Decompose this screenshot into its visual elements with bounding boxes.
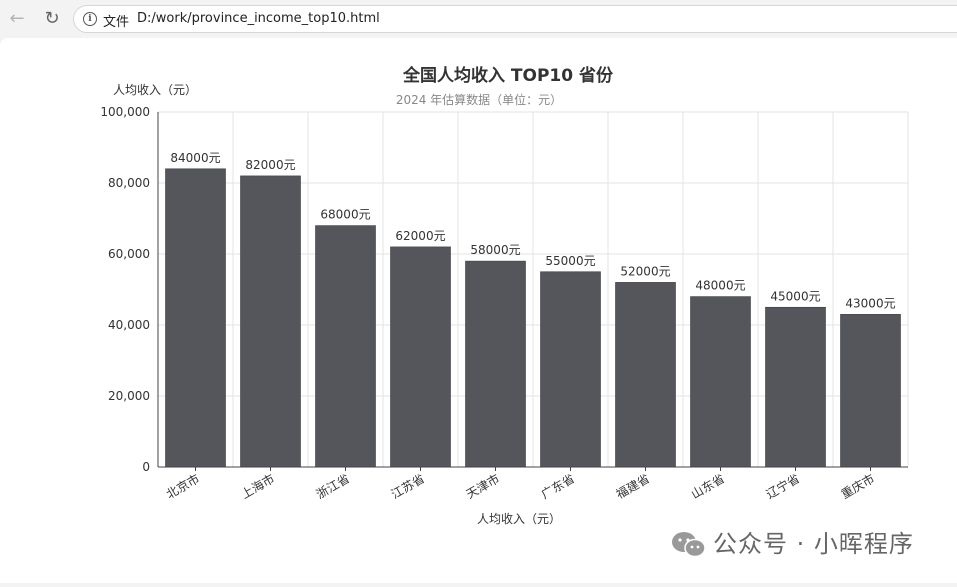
bar-value-label: 45000元 xyxy=(770,289,820,303)
arrow-left-icon[interactable]: ← xyxy=(4,6,30,32)
y-axis-label: 人均收入（元） xyxy=(113,83,197,97)
y-tick-label: 40,000 xyxy=(108,318,150,332)
url-text[interactable]: D:/work/province_income_top10.html xyxy=(137,11,380,26)
chart-title: 全国人均收入 TOP10 省份 xyxy=(402,65,614,86)
y-tick-label: 80,000 xyxy=(108,176,150,190)
x-tick-label: 浙江省 xyxy=(314,471,352,501)
bar-value-label: 48000元 xyxy=(695,279,745,293)
y-tick-label: 20,000 xyxy=(108,389,150,403)
bar-value-label: 84000元 xyxy=(170,151,220,165)
bar-value-label: 52000元 xyxy=(620,264,670,278)
x-tick-label: 山东省 xyxy=(689,471,727,501)
x-tick-label: 江苏省 xyxy=(389,471,427,501)
bar-value-label: 62000元 xyxy=(395,229,445,243)
bar xyxy=(690,296,751,468)
bar-value-label: 68000元 xyxy=(320,208,370,222)
y-tick-label: 100,000 xyxy=(100,105,150,119)
bar xyxy=(240,175,301,468)
scheme-label: 文件 xyxy=(103,15,130,30)
bar xyxy=(540,271,601,468)
chart-subtitle: 2024 年估算数据（单位：元） xyxy=(396,92,562,107)
x-tick-label: 天津市 xyxy=(463,471,502,502)
x-tick-label: 上海市 xyxy=(238,471,277,502)
y-tick-label: 0 xyxy=(142,460,150,474)
x-axis-label: 人均收入（元） xyxy=(477,512,561,526)
x-tick-label: 重庆市 xyxy=(838,471,877,502)
bar xyxy=(465,260,526,468)
watermark-text: 公众号 · 小晖程序 xyxy=(713,530,914,558)
bar xyxy=(840,314,901,468)
x-tick-labels: 北京市 上海市 浙江省 江苏省 天津市 广东省 福建省 山东省 辽宁省 重庆市 xyxy=(163,471,877,502)
bar xyxy=(315,225,376,468)
x-tick-label: 北京市 xyxy=(163,471,202,502)
reload-icon[interactable]: ↻ xyxy=(39,6,65,32)
bar-chart: 0 20,000 40,000 60,000 80,000 100,000 北京市 上海市 浙… xyxy=(100,65,909,526)
x-tick-label: 福建省 xyxy=(613,471,652,502)
x-tick-label: 辽宁省 xyxy=(763,471,802,502)
y-tick-label: 60,000 xyxy=(108,247,150,261)
bar xyxy=(165,168,226,468)
wechat-icon xyxy=(672,532,706,558)
bar-value-label: 43000元 xyxy=(845,296,895,310)
address-bar[interactable]: i 文件 D:/work/province_income_top10.html xyxy=(73,5,957,33)
bars xyxy=(165,168,901,468)
bar xyxy=(390,246,451,468)
page-content: 0 20,000 40,000 60,000 80,000 100,000 北京市 上海市 浙… xyxy=(0,38,957,583)
browser-toolbar: ← ↻ i 文件 D:/work/province_income_top10.h… xyxy=(0,0,957,38)
bar-value-label: 82000元 xyxy=(245,158,295,172)
info-icon[interactable]: i xyxy=(83,12,97,26)
bar-value-label: 55000元 xyxy=(545,254,595,268)
value-labels: 84000元 82000元 68000元 62000元 58000元 55000元 5200… xyxy=(170,151,895,311)
bar xyxy=(765,306,826,468)
y-tick-labels: 0 20,000 40,000 60,000 80,000 100,000 xyxy=(100,105,150,474)
x-tick-label: 广东省 xyxy=(539,471,577,501)
grid-lines xyxy=(157,111,909,471)
bar xyxy=(615,282,676,468)
bar-value-label: 58000元 xyxy=(470,243,520,257)
